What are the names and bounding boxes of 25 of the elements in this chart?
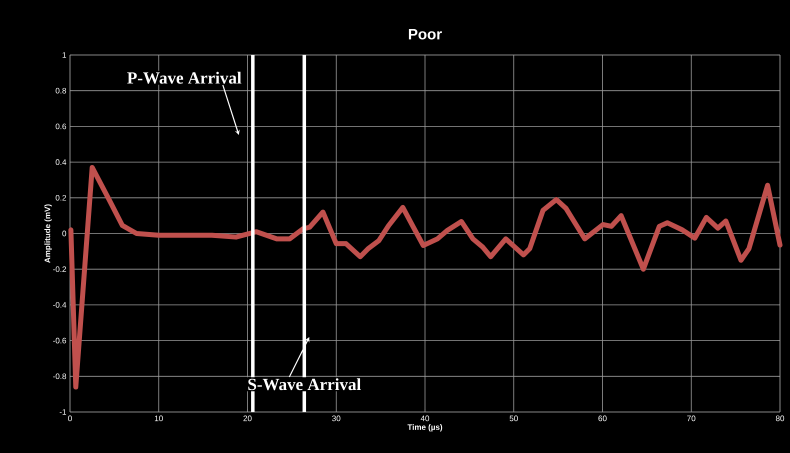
x-tick-label: 30 [332, 416, 340, 422]
x-tick-label: 40 [420, 416, 430, 422]
y-tick-label: 0 [62, 230, 66, 236]
y-tick-label: 0.8 [56, 88, 66, 94]
x-tick-label: 60 [598, 416, 607, 422]
y-tick-label: 1 [62, 52, 66, 58]
x-tick-label: 70 [687, 416, 696, 422]
y-tick-label: -0.6 [53, 338, 66, 344]
x-tick-label: 50 [510, 416, 518, 422]
ref-line-label: S-Wave Arrival [248, 378, 361, 390]
y-tick-label: -1 [60, 409, 66, 415]
y-tick-label: 0.4 [56, 159, 66, 165]
ref-line-label: P-Wave Arrival [127, 72, 242, 84]
x-tick-label: 20 [243, 416, 252, 422]
y-axis-title: Amplitude (mV) [44, 204, 52, 263]
x-tick-label: 10 [154, 416, 163, 422]
y-tick-label: -0.8 [53, 373, 66, 380]
x-axis-title: Time (µs) [408, 424, 442, 432]
y-tick-label: -0.2 [53, 266, 66, 272]
chart-title: Poor [408, 29, 442, 40]
y-tick-label: 0.6 [56, 124, 66, 130]
y-tick-label: -0.4 [53, 302, 66, 308]
y-tick-label: 0.2 [56, 194, 66, 201]
x-tick-label: 0 [68, 416, 72, 422]
x-tick-label: 80 [776, 416, 784, 422]
